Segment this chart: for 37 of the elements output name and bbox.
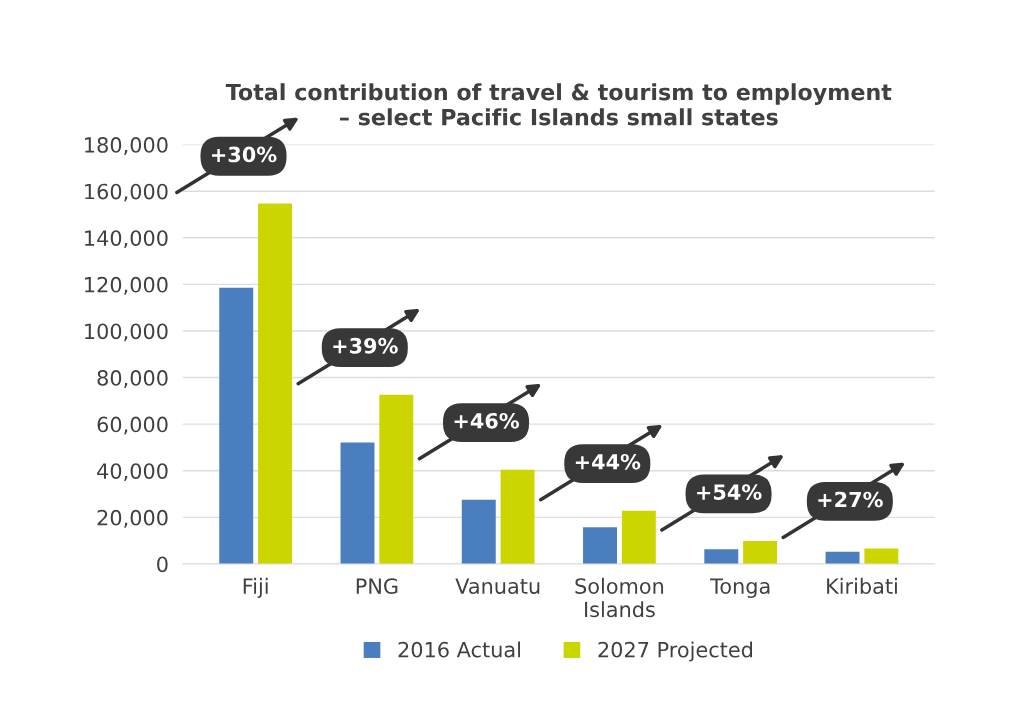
x-tick-label: Fiji bbox=[243, 577, 268, 598]
bar bbox=[704, 549, 739, 564]
bar bbox=[621, 510, 656, 564]
bar bbox=[340, 442, 375, 564]
y-tick-label: 120,000 bbox=[85, 276, 168, 295]
y-tick-label: 20,000 bbox=[97, 509, 168, 528]
annotation: +30% bbox=[212, 146, 277, 163]
bar bbox=[379, 394, 414, 564]
y-tick-label: 180,000 bbox=[85, 137, 168, 155]
x-tick-label: Tonga bbox=[710, 578, 770, 598]
x-tick-label: Kiribati bbox=[827, 577, 897, 594]
y-tick-label: 100,000 bbox=[85, 323, 168, 342]
bar bbox=[864, 548, 899, 564]
bar bbox=[743, 541, 778, 564]
annotation: +46% bbox=[454, 412, 520, 429]
bar bbox=[500, 469, 535, 564]
y-tick-label: 0 bbox=[157, 556, 168, 573]
chart-title: Total contribution of travel & tourism to employment – select Pacific Islands small states bbox=[225, 83, 892, 126]
annotation: +44% bbox=[575, 453, 641, 470]
y-tick-label: 80,000 bbox=[97, 370, 168, 388]
annotation: +54% bbox=[697, 484, 762, 500]
y-tick-label: 140,000 bbox=[85, 230, 168, 249]
bar bbox=[583, 527, 618, 564]
legend-label: 2027 Projected bbox=[598, 641, 752, 662]
bar bbox=[461, 499, 496, 564]
x-tick-label: Solomon Islands bbox=[575, 577, 664, 618]
legend-label: 2016 Actual bbox=[398, 641, 520, 658]
y-tick-label: 40,000 bbox=[97, 463, 168, 482]
bar bbox=[219, 287, 254, 564]
y-tick-label: 160,000 bbox=[85, 183, 168, 202]
annotation: +27% bbox=[818, 491, 883, 508]
annotation: +39% bbox=[333, 337, 398, 354]
bar bbox=[258, 203, 293, 564]
bar bbox=[825, 551, 860, 564]
x-tick-label: PNG bbox=[356, 578, 398, 594]
x-tick-label: Vanuatu bbox=[455, 578, 540, 594]
y-tick-label: 60,000 bbox=[97, 416, 168, 435]
